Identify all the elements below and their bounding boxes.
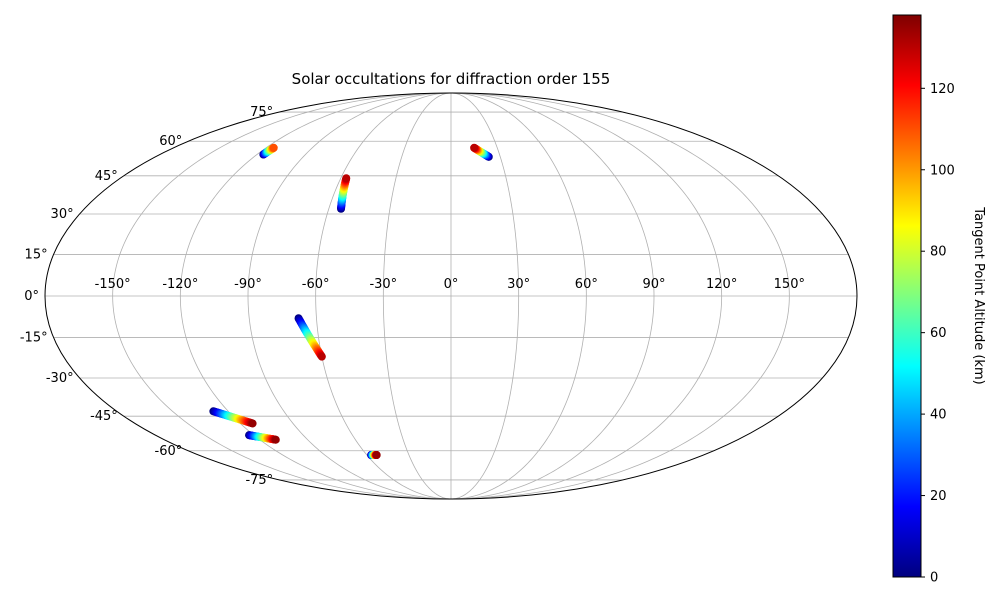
lat-tick-label: -60° — [155, 444, 183, 459]
data-point — [342, 174, 351, 183]
lon-tick-label: 30° — [507, 277, 530, 292]
colorbar: 0 20 40 60 80 100 120 Tangent Point Altitude (… — [892, 14, 986, 586]
occultation-tracks — [209, 143, 493, 460]
lat-tick-label: 60° — [159, 134, 182, 149]
gridline-lon — [315, 92, 452, 500]
lat-tick-label: -30° — [46, 371, 74, 386]
lat-tick-label: -45° — [90, 409, 118, 424]
lon-tick-label: 60° — [575, 277, 598, 292]
graticule — [45, 92, 857, 500]
latitude-tick-labels: 75° 60° 45° 30° 15° 0° -15° -30° -45° -60° -75° — [20, 105, 273, 488]
lon-tick-label: -90° — [234, 277, 262, 292]
gridline-lon — [450, 92, 520, 500]
colorbar-tick-label: 120 — [930, 82, 955, 97]
occultation-track — [245, 431, 280, 444]
occultation-track — [337, 174, 351, 213]
gridline-lon — [382, 92, 452, 500]
data-point — [269, 143, 278, 152]
lat-tick-label: 15° — [25, 247, 48, 262]
colorbar-tick-label: 40 — [930, 408, 947, 423]
colorbar-label: Tangent Point Altitude (km) — [971, 206, 986, 384]
occultation-track — [367, 451, 381, 460]
data-point — [317, 352, 326, 361]
colorbar-tick-label: 0 — [930, 571, 938, 586]
colorbar-tick-label: 100 — [930, 163, 955, 178]
lat-tick-label: 30° — [51, 207, 74, 222]
gridline-lon — [450, 92, 587, 500]
data-point — [372, 451, 381, 460]
lat-tick-label: -75° — [245, 473, 273, 488]
gridline-lon — [247, 92, 452, 500]
lon-tick-label: 0° — [444, 277, 459, 292]
lon-tick-label: 150° — [774, 277, 805, 292]
longitude-tick-labels: -150° -120° -90° -60° -30° 0° 30° 60° 90° 120° 150… — [95, 277, 805, 292]
lat-tick-label: 75° — [250, 105, 273, 120]
gridline-lon — [450, 92, 790, 500]
gridline-lon — [450, 92, 723, 500]
colorbar-tick-label: 20 — [930, 489, 947, 504]
lon-tick-label: -60° — [302, 277, 330, 292]
lat-tick-label: 0° — [24, 289, 39, 304]
lon-tick-label: 90° — [642, 277, 665, 292]
colorbar-fill — [892, 14, 922, 578]
colorbar-tick-label: 60 — [930, 326, 947, 341]
lon-tick-label: -120° — [162, 277, 198, 292]
gridline-lon — [179, 92, 452, 500]
occultation-track — [209, 407, 257, 428]
lat-tick-label: -15° — [20, 331, 48, 346]
occultation-track — [294, 314, 326, 361]
lat-tick-label: 45° — [95, 169, 118, 184]
gridline-lon — [450, 92, 655, 500]
gridline-lon — [112, 92, 452, 500]
colorbar-tick-label: 80 — [930, 245, 947, 260]
occultation-track — [470, 143, 493, 161]
lon-tick-label: -30° — [369, 277, 397, 292]
data-point — [470, 143, 479, 152]
data-point — [271, 435, 280, 444]
lon-tick-label: 120° — [706, 277, 737, 292]
lon-tick-label: -150° — [95, 277, 131, 292]
occultation-track — [259, 143, 278, 159]
map-boundary — [44, 92, 858, 500]
data-point — [248, 419, 257, 428]
chart-title: Solar occultations for diffraction order… — [292, 70, 611, 88]
colorbar-ticks: 0 20 40 60 80 100 120 — [921, 82, 955, 586]
